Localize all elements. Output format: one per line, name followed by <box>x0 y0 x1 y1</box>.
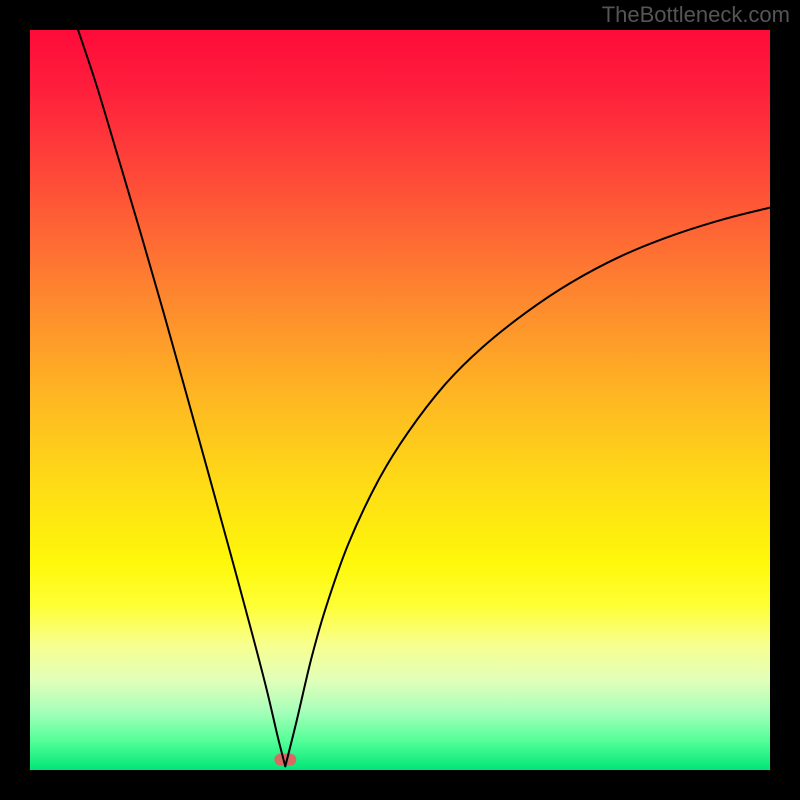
watermark-text: TheBottleneck.com <box>602 2 790 28</box>
chart-svg <box>0 0 800 800</box>
chart-container: TheBottleneck.com <box>0 0 800 800</box>
chart-background <box>30 30 770 770</box>
